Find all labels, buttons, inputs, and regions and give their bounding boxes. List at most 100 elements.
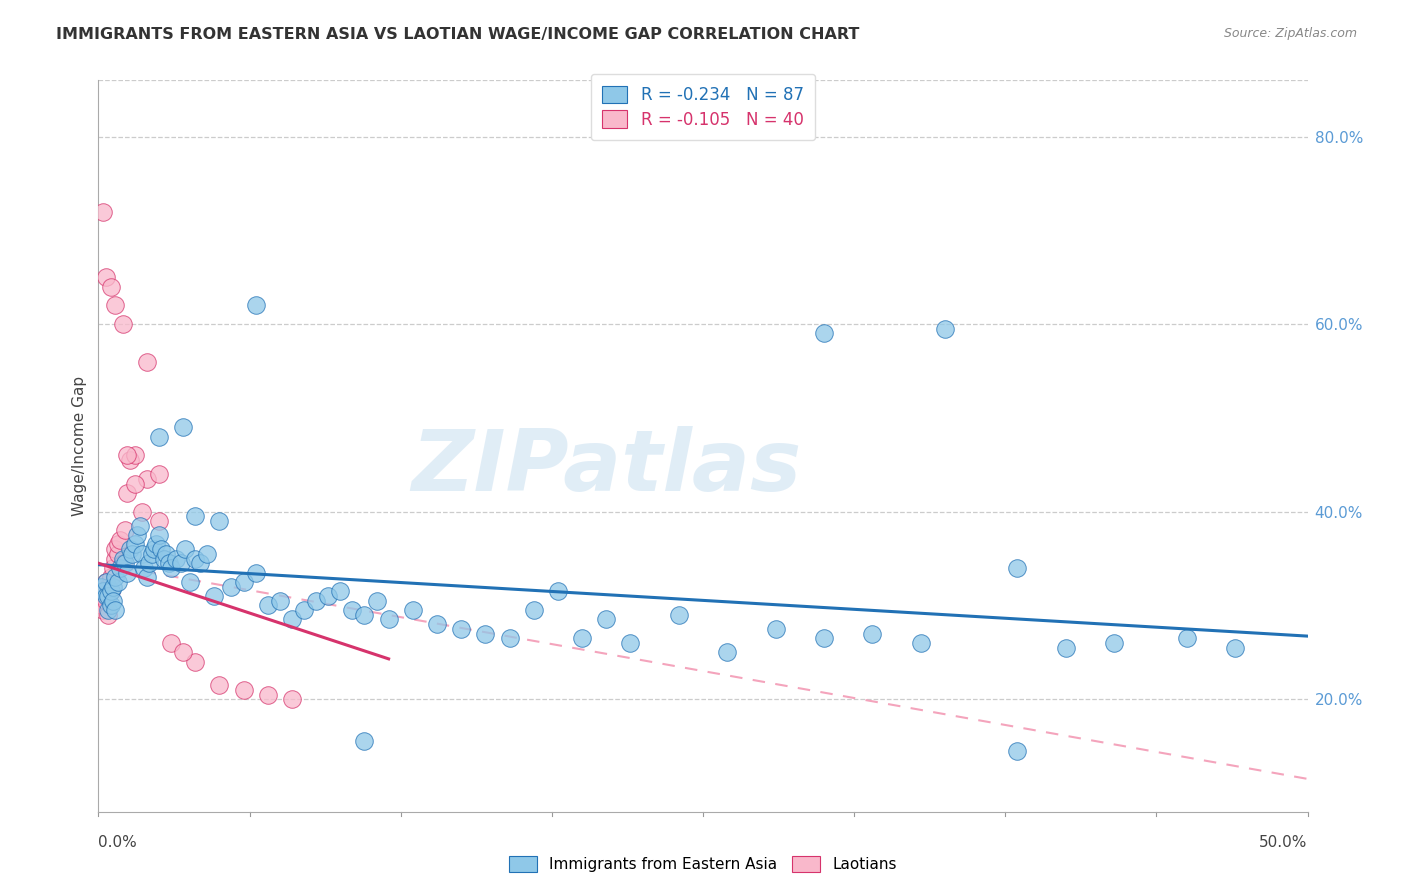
Point	[155, 547, 177, 561]
Point	[101, 561, 124, 575]
Point	[1054, 640, 1077, 655]
Point	[108, 561, 131, 575]
Point	[716, 645, 738, 659]
Point	[111, 556, 134, 570]
Point	[1223, 640, 1246, 655]
Point	[101, 593, 124, 607]
Text: ZIPatlas: ZIPatlas	[411, 426, 801, 509]
Point	[94, 574, 117, 589]
Point	[269, 593, 291, 607]
Point	[148, 514, 170, 528]
Point	[426, 617, 449, 632]
Point	[135, 354, 157, 368]
Point	[100, 599, 122, 613]
Text: Source: ZipAtlas.com: Source: ZipAtlas.com	[1223, 27, 1357, 40]
Point	[124, 449, 146, 463]
Point	[100, 584, 122, 599]
Point	[195, 547, 218, 561]
Point	[91, 204, 114, 219]
Point	[114, 556, 136, 570]
Point	[208, 678, 231, 692]
Point	[353, 607, 375, 622]
Point	[208, 514, 231, 528]
Point	[90, 580, 112, 594]
Point	[232, 574, 254, 589]
Point	[184, 551, 207, 566]
Point	[111, 317, 134, 331]
Legend: R = -0.234   N = 87, R = -0.105   N = 40: R = -0.234 N = 87, R = -0.105 N = 40	[591, 74, 815, 140]
Point	[124, 476, 146, 491]
Point	[377, 612, 399, 626]
Point	[934, 322, 956, 336]
Point	[104, 298, 127, 312]
Point	[619, 636, 641, 650]
Point	[104, 551, 127, 566]
Point	[342, 603, 364, 617]
Point	[114, 524, 136, 538]
Point	[148, 467, 170, 482]
Point	[450, 622, 472, 636]
Point	[169, 556, 191, 570]
Point	[100, 279, 122, 293]
Point	[305, 593, 328, 607]
Point	[813, 632, 835, 646]
Point	[131, 505, 153, 519]
Point	[523, 603, 546, 617]
Point	[165, 551, 187, 566]
Point	[117, 449, 139, 463]
Text: 0.0%: 0.0%	[98, 835, 138, 850]
Point	[547, 584, 569, 599]
Point	[101, 580, 124, 594]
Point	[91, 584, 114, 599]
Point	[143, 542, 166, 557]
Text: 50.0%: 50.0%	[1260, 835, 1308, 850]
Point	[245, 298, 267, 312]
Point	[97, 589, 120, 603]
Point	[765, 622, 787, 636]
Point	[94, 593, 117, 607]
Point	[91, 589, 114, 603]
Point	[90, 580, 112, 594]
Point	[148, 528, 170, 542]
Point	[100, 570, 122, 584]
Point	[97, 603, 120, 617]
Point	[172, 645, 194, 659]
Point	[157, 556, 180, 570]
Point	[94, 574, 117, 589]
Point	[141, 547, 163, 561]
Point	[204, 589, 226, 603]
Point	[94, 589, 117, 603]
Text: IMMIGRANTS FROM EASTERN ASIA VS LAOTIAN WAGE/INCOME GAP CORRELATION CHART: IMMIGRANTS FROM EASTERN ASIA VS LAOTIAN …	[56, 27, 859, 42]
Point	[232, 682, 254, 697]
Point	[160, 636, 183, 650]
Point	[474, 626, 496, 640]
Point	[174, 542, 197, 557]
Point	[188, 556, 211, 570]
Point	[100, 584, 122, 599]
Point	[107, 574, 129, 589]
Point	[127, 528, 149, 542]
Point	[316, 589, 339, 603]
Point	[221, 580, 243, 594]
Point	[145, 537, 167, 551]
Point	[184, 509, 207, 524]
Point	[595, 612, 617, 626]
Point	[90, 599, 112, 613]
Legend: Immigrants from Eastern Asia, Laotians: Immigrants from Eastern Asia, Laotians	[502, 848, 904, 880]
Point	[138, 556, 160, 570]
Point	[104, 542, 127, 557]
Point	[256, 688, 278, 702]
Point	[910, 636, 932, 650]
Point	[135, 472, 157, 486]
Point	[97, 607, 120, 622]
Point	[104, 603, 127, 617]
Point	[813, 326, 835, 341]
Point	[107, 537, 129, 551]
Point	[1007, 744, 1029, 758]
Point	[245, 566, 267, 580]
Point	[160, 561, 183, 575]
Point	[108, 533, 131, 547]
Point	[118, 542, 141, 557]
Point	[131, 547, 153, 561]
Point	[150, 542, 173, 557]
